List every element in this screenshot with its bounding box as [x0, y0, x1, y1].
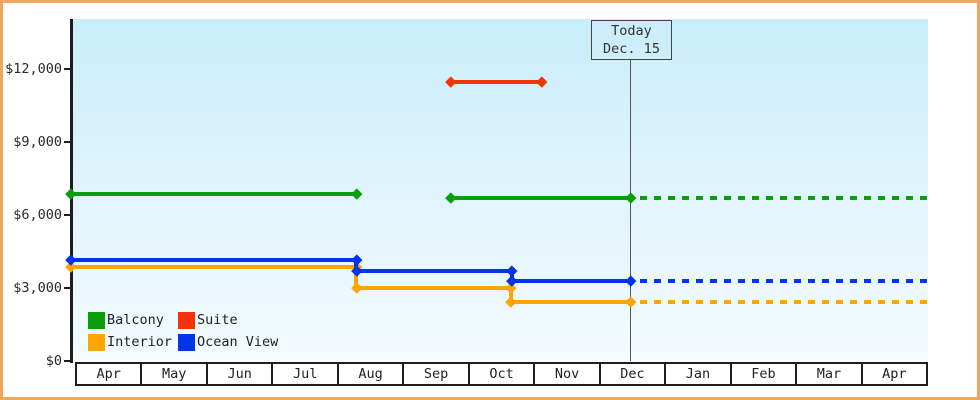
- series-suite-marker: [445, 76, 457, 88]
- legend-swatch-icon: [178, 312, 195, 329]
- legend-label: Interior: [107, 334, 173, 350]
- y-axis-label: $6,000: [13, 207, 62, 223]
- legend-item: Ocean View: [178, 334, 278, 351]
- month-cell: Apr: [860, 364, 926, 384]
- series-interior-projection: [640, 299, 928, 304]
- series-suite-segment: [450, 79, 543, 84]
- legend-swatch-icon: [88, 312, 105, 329]
- today-callout-line1: Today: [611, 23, 652, 39]
- y-axis-label: $0: [45, 353, 62, 369]
- today-line: [629, 60, 632, 361]
- legend-swatch-icon: [88, 334, 105, 351]
- series-balcony-segment: [450, 195, 631, 200]
- y-axis-label: $12,000: [5, 61, 62, 77]
- legend-item: Suite: [178, 312, 278, 329]
- series-interior-segment: [356, 286, 511, 290]
- month-cell: Jul: [271, 364, 336, 384]
- series-interior-connector: [508, 288, 513, 302]
- today-callout-line2: Dec. 15: [603, 41, 660, 57]
- legend-label: Balcony: [107, 312, 164, 328]
- series-ocean-view-marker: [625, 275, 636, 287]
- series-balcony-marker: [351, 188, 362, 200]
- y-axis-tick: [64, 140, 72, 144]
- plot-area: [72, 19, 928, 361]
- y-axis-tick: [64, 67, 72, 71]
- month-cell: Mar: [795, 364, 860, 384]
- month-cell: Apr: [96, 366, 121, 382]
- month-cell: Jun: [205, 364, 271, 384]
- y-axis-tick: [64, 213, 72, 217]
- series-balcony-marker: [65, 188, 76, 200]
- series-interior-marker: [351, 282, 362, 294]
- legend: Balcony Suite Interior Ocean View: [88, 312, 278, 351]
- legend-swatch-icon: [178, 334, 195, 351]
- series-interior-connector: [354, 267, 359, 288]
- legend-item: Interior: [88, 334, 178, 351]
- y-axis-label: $3,000: [13, 280, 62, 296]
- series-balcony-projection: [640, 195, 928, 200]
- series-interior-marker: [625, 296, 636, 308]
- month-cell: Dec: [598, 364, 664, 384]
- y-axis-tick: [64, 359, 72, 363]
- series-interior-segment: [510, 299, 631, 304]
- month-cell: Oct: [467, 364, 533, 384]
- series-balcony-segment: [70, 192, 357, 197]
- x-axis-month-row: Apr May Jun Jul Aug Sep Oct Nov Dec Jan Feb Mar Apr: [75, 362, 928, 386]
- month-cell: May: [140, 364, 205, 384]
- y-axis-label: $9,000: [13, 134, 62, 150]
- series-ocean-view-segment: [356, 268, 512, 273]
- series-ocean-view-connector: [354, 260, 359, 271]
- series-balcony-marker: [625, 192, 636, 204]
- today-callout: Today Dec. 15: [591, 20, 672, 60]
- series-ocean-view-projection: [640, 278, 928, 283]
- series-suite-marker: [536, 76, 548, 88]
- legend-label: Suite: [197, 312, 238, 328]
- month-cell: Feb: [729, 364, 795, 384]
- y-axis-tick: [64, 286, 72, 290]
- series-ocean-view-segment: [511, 278, 631, 283]
- series-balcony-marker: [445, 192, 457, 204]
- month-cell: Jan: [664, 364, 729, 384]
- series-interior-segment: [70, 265, 357, 270]
- series-ocean-view-segment: [70, 258, 357, 263]
- series-interior-marker: [505, 296, 516, 308]
- month-cell: Nov: [533, 364, 598, 384]
- legend-label: Ocean View: [197, 334, 279, 350]
- month-cell: Aug: [336, 364, 402, 384]
- month-cell: Sep: [402, 364, 467, 384]
- legend-item: Balcony: [88, 312, 178, 329]
